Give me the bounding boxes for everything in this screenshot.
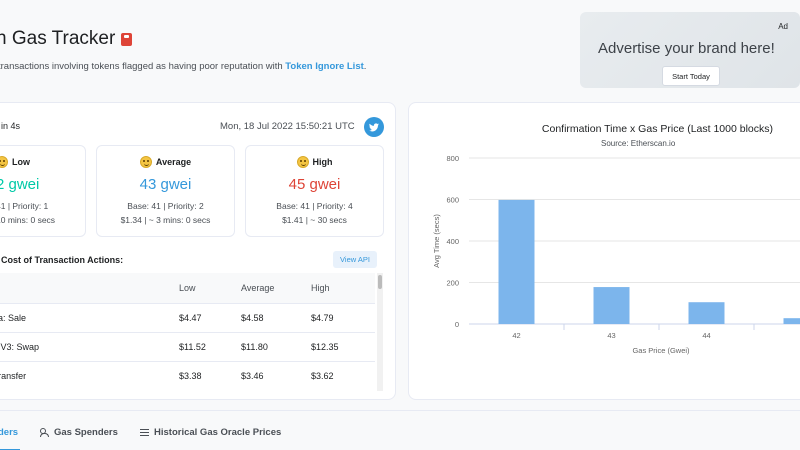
low-tier-info: 41 | Priority: 1 10 mins: 0 secs xyxy=(0,199,85,227)
tab-gas-spenders[interactable]: Gas Spenders xyxy=(40,427,118,438)
twitter-share-button[interactable] xyxy=(364,117,384,137)
table-scrollbar[interactable] xyxy=(377,273,383,391)
transaction-actions-title: Cost of Transaction Actions: xyxy=(1,255,124,265)
chart-title: Confirmation Time x Gas Price (Last 1000… xyxy=(541,123,773,135)
confirmation-chart-card: Confirmation Time x Gas Price (Last 1000… xyxy=(408,102,800,400)
page-title-text: n Gas Tracker xyxy=(0,28,116,49)
average-gas-price: 43 gwei xyxy=(139,176,192,193)
ad-tag: Ad xyxy=(778,22,788,31)
low-tier-label: Low xyxy=(12,157,30,167)
y-tick-label: 400 xyxy=(446,237,459,246)
y-tick-label: 200 xyxy=(446,279,459,288)
col-header-high: High xyxy=(307,273,375,303)
tab-historical-prices-label: Historical Gas Oracle Prices xyxy=(154,427,282,438)
bar xyxy=(783,318,800,324)
ad-banner[interactable]: Ad Advertise your brand here! Start Toda… xyxy=(580,12,800,88)
tab-historical-prices[interactable]: Historical Gas Oracle Prices xyxy=(140,427,281,438)
subtitle-suffix: . xyxy=(363,61,367,72)
average-gas-tier: Average 43 gwei Base: 41 | Priority: 2 $… xyxy=(96,145,235,237)
chart-plot: 0 200 400 600 800 42 43 44 Gas Price (Gwei) Avg T… xyxy=(432,154,800,355)
chart-subtitle: Source: Etherscan.io xyxy=(601,139,676,148)
average-tier-header: Average xyxy=(97,156,234,168)
high-tier-header: High xyxy=(246,156,383,168)
action-name: Transfer xyxy=(0,360,175,390)
high-cost-time: $1.41 | ~ 30 secs xyxy=(282,215,347,225)
average-cost-time: $1.34 | ~ 3 mins: 0 secs xyxy=(120,215,211,225)
action-low: $11.52 xyxy=(175,331,237,361)
x-tick-label: 42 xyxy=(512,331,520,340)
action-average: $11.80 xyxy=(237,331,307,361)
average-tier-info: Base: 41 | Priority: 2 $1.34 | ~ 3 mins:… xyxy=(97,199,234,227)
low-cost-time: 10 mins: 0 secs xyxy=(0,215,56,225)
y-axis-label: Avg Time (secs) xyxy=(432,214,441,268)
transaction-actions-table: Low Average High ea: Sale $4.47 $4.58 $4… xyxy=(0,273,375,390)
page-title: n Gas Tracker xyxy=(0,28,133,50)
gas-tracker-card: in 4s Mon, 18 Jul 2022 15:50:21 UTC Low … xyxy=(0,102,396,400)
low-gas-price: 2 gwei xyxy=(0,176,40,193)
list-icon xyxy=(140,429,149,436)
action-average: $3.46 xyxy=(237,360,307,390)
tab-gas-spenders-label: Gas Spenders xyxy=(54,427,118,438)
scrollbar-thumb[interactable] xyxy=(378,275,382,289)
refresh-countdown: in 4s xyxy=(1,121,21,131)
start-today-button[interactable]: Start Today xyxy=(662,66,720,86)
table-row: p V3: Swap $11.52 $11.80 $12.35 xyxy=(0,331,375,361)
table-row: Transfer $3.38 $3.46 $3.62 xyxy=(0,360,375,390)
action-name: p V3: Swap xyxy=(0,331,175,361)
transaction-actions-table-wrap: Low Average High ea: Sale $4.47 $4.58 $4… xyxy=(0,273,375,399)
people-icon xyxy=(40,428,49,437)
high-tier-info: Base: 41 | Priority: 4 $1.41 | ~ 30 secs xyxy=(246,199,383,227)
average-base-fee: Base: 41 | Priority: 2 xyxy=(127,201,204,211)
table-row: ea: Sale $4.47 $4.58 $4.79 xyxy=(0,302,375,332)
col-header-low: Low xyxy=(175,273,237,303)
worried-emoji-icon xyxy=(296,156,309,168)
view-api-button[interactable]: View API xyxy=(333,251,377,268)
timestamp: Mon, 18 Jul 2022 15:50:21 UTC xyxy=(220,121,355,132)
page-subtitle: transactions involving tokens flagged as… xyxy=(0,61,366,72)
bar xyxy=(688,302,725,324)
ad-headline: Advertise your brand here! xyxy=(598,40,775,57)
action-average: $4.58 xyxy=(237,302,307,332)
action-low: $3.38 xyxy=(175,360,237,390)
twitter-icon xyxy=(369,122,379,131)
high-base-fee: Base: 41 | Priority: 4 xyxy=(276,201,353,211)
subtitle-text: transactions involving tokens flagged as… xyxy=(0,61,286,72)
x-tick-label: 43 xyxy=(607,331,615,340)
low-gas-tier: Low 2 gwei 41 | Priority: 1 10 mins: 0 s… xyxy=(0,145,86,237)
x-tick-label: 44 xyxy=(702,331,710,340)
bar xyxy=(498,199,535,324)
y-tick-label: 0 xyxy=(455,320,459,329)
token-ignore-list-link[interactable]: Token Ignore List xyxy=(285,61,364,72)
action-high: $4.79 xyxy=(307,302,375,332)
gas-pump-icon xyxy=(121,32,133,46)
x-axis-label: Gas Price (Gwei) xyxy=(632,346,690,355)
grin-emoji-icon xyxy=(139,156,152,168)
y-tick-label: 800 xyxy=(446,154,459,163)
tab-bar: ders Gas Spenders Historical Gas Oracle … xyxy=(0,410,800,450)
action-high: $3.62 xyxy=(307,360,375,390)
y-tick-label: 600 xyxy=(446,196,459,205)
smile-emoji-icon xyxy=(0,156,8,168)
bar xyxy=(593,287,630,324)
tab-gas-guzzlers[interactable]: ders xyxy=(0,427,19,438)
action-high: $12.35 xyxy=(307,331,375,361)
high-tier-label: High xyxy=(312,157,333,167)
action-name: ea: Sale xyxy=(0,302,175,332)
action-low: $4.47 xyxy=(175,302,237,332)
high-gas-tier: High 45 gwei Base: 41 | Priority: 4 $1.4… xyxy=(245,145,384,237)
table-header-row: Low Average High xyxy=(0,273,375,303)
low-base-fee: 41 | Priority: 1 xyxy=(0,201,49,211)
high-gas-price: 45 gwei xyxy=(288,176,341,193)
col-header-average: Average xyxy=(237,273,307,303)
col-header-action xyxy=(0,273,175,303)
low-tier-header: Low xyxy=(0,156,85,168)
average-tier-label: Average xyxy=(155,157,192,167)
